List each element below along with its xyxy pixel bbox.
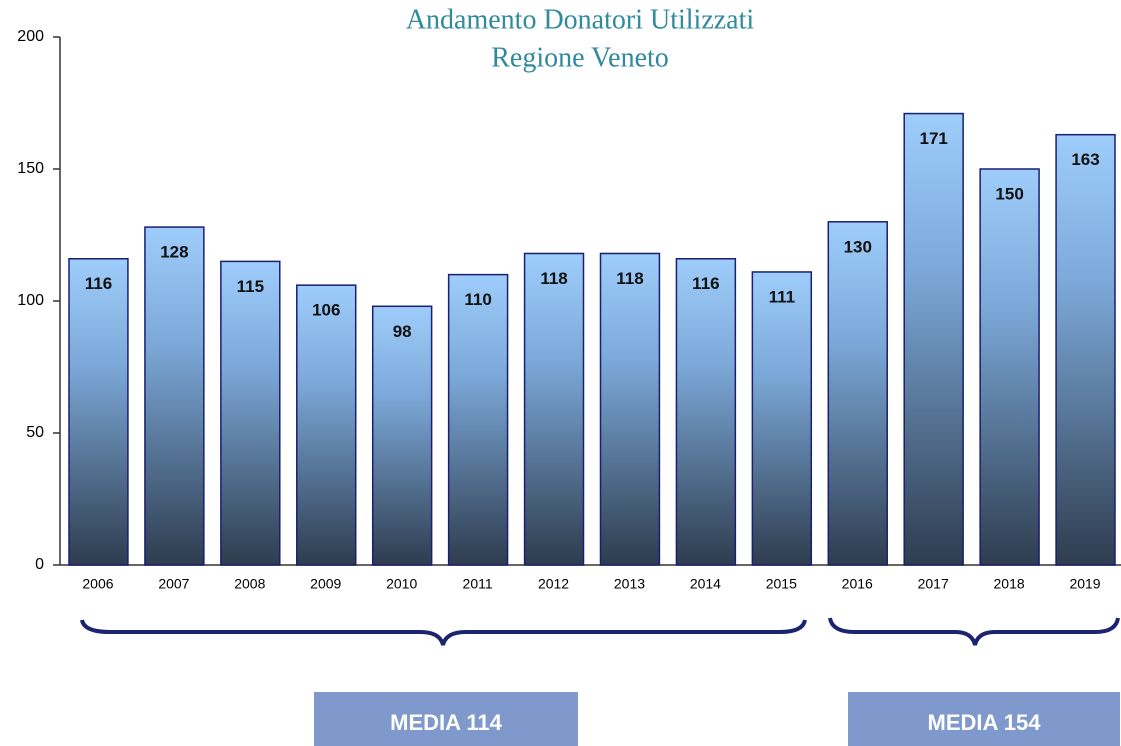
value-label: 118 (540, 269, 567, 288)
value-label: 98 (393, 322, 412, 341)
bar (68, 258, 129, 566)
bar (1055, 133, 1116, 566)
bar (220, 260, 281, 566)
bar (979, 168, 1040, 566)
value-label: 163 (1071, 150, 1099, 169)
x-tick-label: 2016 (842, 576, 873, 592)
chart-title: Andamento Donatori Utilizzati (406, 4, 755, 35)
annotation-box (848, 692, 1120, 746)
value-label: 118 (616, 269, 643, 288)
x-tick-label: 2013 (614, 576, 645, 592)
value-label: 106 (312, 301, 340, 320)
value-label: 171 (919, 129, 947, 148)
value-label: 116 (692, 274, 719, 293)
x-tick-label: 2017 (918, 576, 949, 592)
brace (80, 619, 807, 646)
bar (675, 258, 737, 566)
x-tick-label: 2012 (538, 576, 569, 592)
bar (903, 112, 964, 566)
bar (447, 273, 509, 566)
value-label: 130 (844, 237, 872, 256)
y-tick-label: 50 (26, 424, 44, 441)
x-tick-label: 2006 (82, 576, 113, 592)
x-tick-label: 2009 (310, 576, 341, 592)
y-tick-label: 100 (17, 292, 44, 309)
y-tick-label: 200 (17, 28, 44, 45)
value-label: 110 (464, 290, 491, 309)
bar (599, 252, 661, 566)
x-tick-label: 2015 (766, 576, 797, 592)
value-label: 115 (237, 277, 264, 296)
x-tick-label: 2011 (463, 576, 493, 592)
bar (827, 221, 888, 566)
annotation: MEDIA 154 (928, 710, 1042, 735)
y-tick-label: 0 (35, 556, 44, 573)
x-tick-label: 2014 (690, 576, 721, 592)
x-tick-label: 2010 (386, 576, 417, 592)
value-label: 128 (160, 243, 188, 262)
x-tick-label: 2007 (158, 576, 189, 592)
bar (751, 271, 813, 566)
brace (828, 617, 1120, 646)
bar (296, 284, 357, 566)
bar (371, 305, 433, 566)
annotation: MEDIA 114 (390, 710, 502, 735)
x-tick-label: 2018 (994, 576, 1025, 592)
chart-subtitle: Regione Veneto (491, 42, 669, 73)
value-label: 150 (995, 184, 1023, 203)
value-label: 111 (769, 287, 796, 306)
x-tick-label: 2019 (1069, 576, 1100, 592)
value-label: 116 (85, 274, 112, 293)
bar (523, 252, 585, 566)
annotation-box (314, 692, 578, 746)
y-tick-label: 150 (17, 160, 44, 177)
x-tick-label: 2008 (234, 576, 265, 592)
bar (144, 226, 205, 566)
